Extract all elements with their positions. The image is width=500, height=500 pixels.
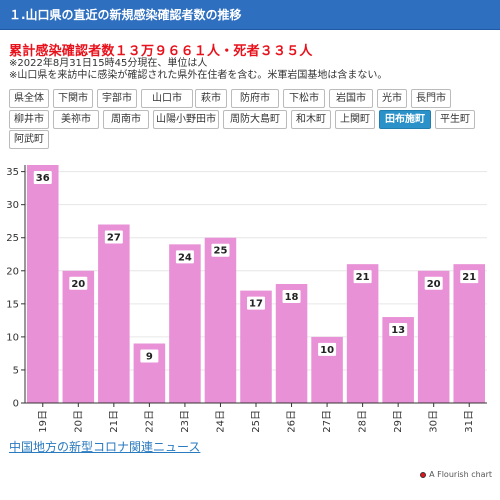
bar[interactable]: [417, 270, 450, 403]
chart-header: １.山口県の直近の新規感染確認者数の推移: [0, 0, 500, 30]
data-label: 25: [214, 246, 228, 257]
chart-title: １.山口県の直近の新規感染確認者数の推移: [9, 8, 242, 22]
y-tick-label: 0: [13, 399, 19, 410]
area-button-sanyo-onoda[interactable]: 山陽小野田市: [153, 110, 219, 129]
y-tick-label: 10: [6, 332, 19, 343]
data-label: 9: [146, 352, 153, 363]
data-label-bg: [282, 290, 301, 303]
bar[interactable]: [204, 237, 237, 403]
y-tick-label: 30: [6, 200, 19, 211]
data-label-bg: [460, 270, 479, 284]
data-label-bg: [140, 349, 159, 363]
y-tick-label: 15: [6, 299, 19, 310]
note-date: ※2022年8月31日15時45分現在、単位は人: [9, 58, 208, 69]
x-tick-label: 22日: [144, 410, 155, 432]
x-tick-label: 29日: [393, 410, 404, 432]
data-label-bg: [175, 250, 194, 264]
area-button-suo-oshima[interactable]: 周防大島町: [223, 110, 287, 129]
bar-chart: 36 20 27 9 24 25 17 18 10 21 13 20 21 0 5 10 15 20 25 30 35…: [6, 165, 487, 432]
x-tick-label: 20日: [73, 410, 84, 432]
x-tick-label: 21日: [109, 410, 120, 432]
data-label-bg: [424, 276, 443, 290]
summary-text: 累計感染確認者数１３万９６６１人・死者３３５人: [9, 44, 313, 59]
data-label: 10: [320, 345, 334, 356]
y-tick-label: 5: [13, 365, 19, 376]
x-tick-label: 31日: [464, 410, 475, 432]
data-label-bg: [104, 230, 123, 244]
area-button-hirao[interactable]: 平生町: [435, 110, 475, 129]
data-label: 24: [178, 252, 192, 263]
data-label-bg: [69, 276, 88, 290]
area-button-shimonoseki[interactable]: 下関市: [53, 89, 93, 108]
credit-text: A Flourish chart: [429, 470, 492, 479]
x-tick-label: 25日: [251, 410, 262, 432]
y-axis: 0 5 10 15 20 25 30 35: [6, 165, 26, 410]
note-scope: ※山口県を来訪中に感染が確認された県外在住者を含む。米軍岩国基地は含まない。: [9, 70, 388, 81]
x-axis: 19日 20日 21日 22日 23日 24日 25日 26日 27日 28日 29日 30日 31日: [25, 402, 487, 432]
flourish-logo-icon: [420, 471, 427, 478]
area-button-yamaguchi[interactable]: 山口市: [141, 89, 193, 108]
data-label: 27: [107, 233, 121, 244]
bar[interactable]: [169, 244, 201, 403]
area-button-shunan[interactable]: 周南市: [103, 110, 149, 129]
y-tick-label: 20: [6, 266, 19, 277]
bar[interactable]: [275, 284, 308, 403]
data-labels: 36 20 27 9 24 25 17 18 10 21 13 20 21: [33, 171, 479, 363]
y-tick-label: 35: [6, 167, 19, 178]
data-label: 18: [285, 292, 299, 303]
data-label: 17: [249, 299, 263, 310]
data-label: 36: [36, 173, 50, 184]
area-button-mine[interactable]: 美祢市: [53, 110, 99, 129]
bar[interactable]: [62, 270, 95, 403]
x-tick-label: 23日: [180, 410, 191, 432]
data-label: 20: [427, 279, 441, 290]
x-tick-label: 27日: [322, 410, 333, 432]
area-button-ube[interactable]: 宇部市: [97, 89, 137, 108]
area-button-hikari[interactable]: 光市: [377, 89, 407, 108]
area-button-iwakuni[interactable]: 岩国市: [329, 89, 373, 108]
data-label: 21: [356, 272, 370, 283]
bar[interactable]: [98, 224, 130, 404]
bar[interactable]: [27, 165, 59, 403]
x-tick-label: 28日: [358, 410, 369, 432]
data-label: 21: [462, 272, 476, 283]
area-button-tabuse[interactable]: 田布施町: [379, 110, 431, 129]
area-button-ken-zentai[interactable]: 県全体: [9, 89, 49, 108]
x-tick-label: 30日: [429, 410, 440, 432]
area-button-kaminoseki[interactable]: 上関町: [335, 110, 375, 129]
area-button-hofu[interactable]: 防府市: [231, 89, 279, 108]
data-label-bg: [353, 270, 372, 284]
data-label-bg: [211, 243, 230, 257]
data-label: 13: [391, 325, 405, 336]
y-tick-label: 25: [6, 233, 19, 244]
bar[interactable]: [453, 264, 485, 403]
x-tick-label: 26日: [287, 410, 298, 432]
data-label-bg: [247, 296, 265, 310]
x-tick-label: 24日: [215, 410, 226, 432]
data-label-bg: [33, 171, 52, 184]
area-button-yanai[interactable]: 柳井市: [9, 110, 49, 129]
news-link[interactable]: 中国地方の新型コロナ関連ニュース: [9, 440, 201, 454]
data-label-bg: [318, 342, 337, 356]
area-button-kudamatsu[interactable]: 下松市: [283, 89, 325, 108]
flourish-credit[interactable]: A Flourish chart: [420, 470, 492, 479]
area-button-abu[interactable]: 阿武町: [9, 130, 49, 149]
area-button-nagato[interactable]: 長門市: [411, 89, 451, 108]
data-label: 20: [71, 279, 85, 290]
bar[interactable]: [346, 264, 379, 403]
area-button-waki[interactable]: 和木町: [291, 110, 331, 129]
x-tick-label: 19日: [38, 410, 49, 432]
bar-series: [27, 165, 485, 403]
area-button-hagi[interactable]: 萩市: [195, 89, 227, 108]
data-label-bg: [389, 323, 408, 337]
